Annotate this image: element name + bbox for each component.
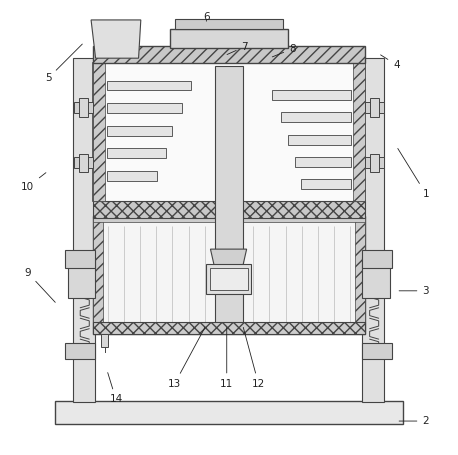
Text: 7: 7 <box>227 41 248 55</box>
Bar <box>65 250 95 268</box>
Text: 8: 8 <box>272 44 295 57</box>
Text: 2: 2 <box>399 416 429 426</box>
Bar <box>93 216 365 222</box>
Bar <box>93 324 365 334</box>
Bar <box>55 401 403 424</box>
Bar <box>175 20 283 30</box>
Bar <box>93 201 365 218</box>
Text: 9: 9 <box>24 268 55 302</box>
Text: 10: 10 <box>21 173 46 192</box>
Bar <box>93 63 365 201</box>
Bar <box>301 179 351 189</box>
Bar <box>107 126 173 136</box>
Bar <box>107 81 191 91</box>
Bar <box>281 112 351 122</box>
Bar <box>93 216 365 334</box>
Text: 1: 1 <box>398 148 429 198</box>
Polygon shape <box>211 249 247 289</box>
Polygon shape <box>91 20 141 58</box>
Bar <box>74 157 93 168</box>
Text: 6: 6 <box>203 12 210 22</box>
Bar <box>74 102 93 113</box>
Bar <box>362 343 392 359</box>
Bar <box>362 58 384 402</box>
Text: 4: 4 <box>381 55 400 70</box>
Bar <box>93 46 365 63</box>
Bar <box>354 216 365 334</box>
Bar <box>73 58 95 402</box>
Text: 12: 12 <box>243 328 265 389</box>
Bar <box>370 154 379 172</box>
Text: 3: 3 <box>399 286 429 296</box>
Bar <box>362 258 390 298</box>
Bar <box>93 322 365 334</box>
Bar <box>93 63 104 201</box>
Bar <box>362 250 392 268</box>
Text: 13: 13 <box>168 327 205 389</box>
Bar <box>210 268 247 290</box>
Text: 14: 14 <box>108 373 123 404</box>
Bar <box>354 63 365 201</box>
Bar <box>107 103 181 113</box>
Bar <box>107 171 157 181</box>
Bar <box>93 216 104 334</box>
Bar <box>214 66 243 324</box>
Bar <box>107 148 166 158</box>
Bar <box>365 102 384 113</box>
Bar <box>370 98 379 116</box>
Bar <box>272 90 351 100</box>
Bar <box>288 135 351 145</box>
Bar <box>365 157 384 168</box>
Text: 11: 11 <box>220 328 234 389</box>
Bar <box>79 98 88 116</box>
Bar <box>101 334 108 347</box>
Bar <box>68 258 95 298</box>
Bar <box>104 63 354 201</box>
Bar <box>170 30 288 48</box>
Bar <box>294 157 351 167</box>
Text: 5: 5 <box>45 44 82 83</box>
Bar <box>206 264 251 293</box>
Bar <box>65 343 95 359</box>
Bar <box>79 154 88 172</box>
